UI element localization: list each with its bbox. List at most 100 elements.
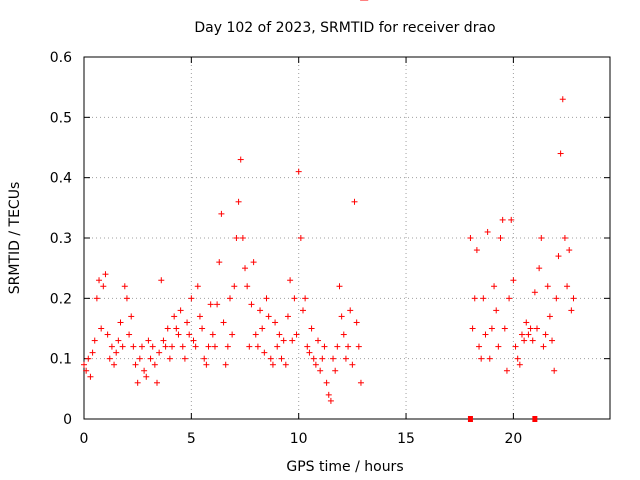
data-point [497, 235, 504, 241]
data-point [141, 367, 148, 374]
data-point [248, 301, 255, 308]
data-point [104, 331, 111, 338]
y-tick-label: 0.2 [50, 291, 72, 307]
data-point [484, 228, 491, 235]
data-point [299, 307, 306, 314]
data-point [334, 343, 341, 350]
data-point [153, 379, 160, 386]
data-point [480, 295, 487, 302]
data-point [81, 361, 87, 368]
data-point [287, 277, 294, 284]
data-point [555, 253, 562, 260]
data-point [527, 325, 534, 332]
data-point [486, 355, 493, 362]
data-point [325, 391, 332, 398]
data-point [566, 247, 573, 254]
y-tick-label: 0 [63, 412, 72, 428]
data-point [349, 361, 356, 368]
data-point [272, 319, 279, 326]
data-point [196, 313, 203, 320]
data-point [336, 283, 343, 290]
data-point [529, 337, 536, 344]
data-point [338, 313, 345, 320]
data-point [351, 198, 358, 205]
data-point [222, 361, 229, 368]
data-point [246, 343, 253, 350]
data-point [214, 301, 221, 308]
data-point [278, 355, 285, 362]
data-point [205, 343, 212, 350]
data-point [218, 210, 225, 217]
data-point [564, 283, 571, 290]
data-point [83, 367, 90, 374]
data-point [128, 313, 135, 320]
data-point [250, 259, 257, 266]
data-point [317, 367, 324, 374]
data-point [553, 295, 560, 302]
data-point [538, 235, 545, 241]
data-point [493, 307, 500, 314]
data-point [132, 361, 139, 368]
data-point [231, 283, 238, 290]
data-point [261, 349, 268, 356]
plot-frame [83, 56, 611, 420]
x-tick-label: 20 [504, 431, 522, 447]
data-point [570, 295, 577, 302]
data-point [126, 331, 133, 338]
data-point [91, 337, 98, 344]
data-point [355, 343, 362, 350]
data-point [478, 355, 485, 362]
data-point [98, 325, 105, 332]
data-point [145, 337, 152, 344]
data-point [546, 313, 553, 320]
data-point [216, 259, 223, 266]
data-point [508, 216, 515, 223]
data-point [495, 343, 502, 350]
data-point [536, 265, 543, 272]
data-point [476, 343, 483, 350]
data-point [540, 343, 547, 350]
data-point [147, 355, 154, 362]
data-point [323, 379, 330, 386]
data-point [330, 355, 337, 362]
data-point [102, 271, 109, 278]
data-point [501, 325, 508, 332]
data-point [242, 265, 249, 272]
data-point [259, 325, 266, 332]
data-point [113, 349, 120, 356]
y-tick-label: 0.4 [50, 171, 72, 187]
data-point [96, 277, 103, 284]
data-point [186, 331, 193, 338]
data-point [190, 337, 197, 344]
data-points [81, 0, 577, 422]
data-point [345, 343, 352, 350]
data-point [156, 349, 163, 356]
x-tick-label: 15 [397, 431, 415, 447]
y-tick-label: 0.1 [50, 352, 72, 368]
data-point [136, 355, 143, 362]
data-point [327, 397, 334, 404]
data-point [121, 283, 128, 290]
data-point [265, 313, 272, 320]
data-point [521, 337, 528, 344]
data-point [506, 295, 513, 302]
data-point [340, 331, 347, 338]
data-point [169, 343, 176, 350]
data-point [503, 367, 510, 374]
data-point [111, 361, 118, 368]
data-point [308, 325, 315, 332]
data-point [93, 295, 100, 302]
data-point [471, 295, 478, 302]
data-point [138, 343, 145, 350]
x-tick-label: 10 [290, 431, 308, 447]
data-point [293, 331, 300, 338]
data-point [518, 331, 525, 338]
data-point [226, 295, 233, 302]
data-point [119, 343, 126, 350]
data-point [209, 331, 216, 338]
grid-layer [84, 57, 610, 419]
data-point [357, 379, 364, 386]
x-tick-label: 5 [187, 431, 196, 447]
data-point [559, 96, 566, 103]
data-point [295, 168, 302, 175]
